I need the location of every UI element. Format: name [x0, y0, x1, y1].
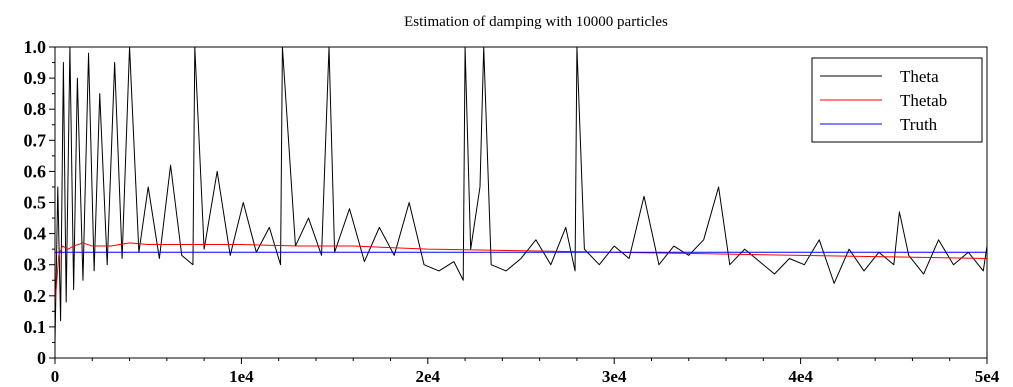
y-tick-label: 0.2: [24, 286, 47, 306]
y-tick-label: 0.8: [24, 99, 47, 119]
y-tick-label: 0.6: [24, 161, 47, 181]
y-tick-label: 0.9: [24, 68, 47, 88]
x-tick-label: 0: [51, 367, 60, 386]
chart-title: Estimation of damping with 10000 particl…: [404, 14, 668, 30]
y-tick-label: 0.3: [24, 255, 47, 275]
x-tick-label: 3e4: [602, 367, 627, 386]
x-tick-label: 2e4: [416, 367, 441, 386]
legend: Theta Thetab Truth: [811, 57, 983, 143]
legend-label-truth: Truth: [900, 115, 938, 134]
x-tick-label: 4e4: [788, 367, 813, 386]
series-line-thetab: [54, 242, 988, 306]
y-tick-label: 0.5: [24, 193, 47, 213]
axes: 0 0.1 0.2 0.3 0.4 0.5 0.6 0.7 0.8 0.9 1.0 0 1e4 2e4 3e…: [24, 37, 1000, 386]
y-tick-label: 1.0: [24, 37, 47, 57]
legend-label-thetab: Thetab: [900, 91, 947, 110]
x-tick-label: 5e4: [975, 367, 1000, 386]
y-tick-label: 0.7: [24, 130, 47, 150]
y-tick-label: 0.4: [24, 224, 47, 244]
y-tick-label: 0: [37, 348, 46, 368]
plot-area: [54, 46, 988, 343]
y-tick-label: 0.1: [24, 317, 47, 337]
legend-label-theta: Theta: [900, 67, 939, 86]
series-line-theta: [54, 46, 988, 343]
x-tick-label: 1e4: [229, 367, 254, 386]
